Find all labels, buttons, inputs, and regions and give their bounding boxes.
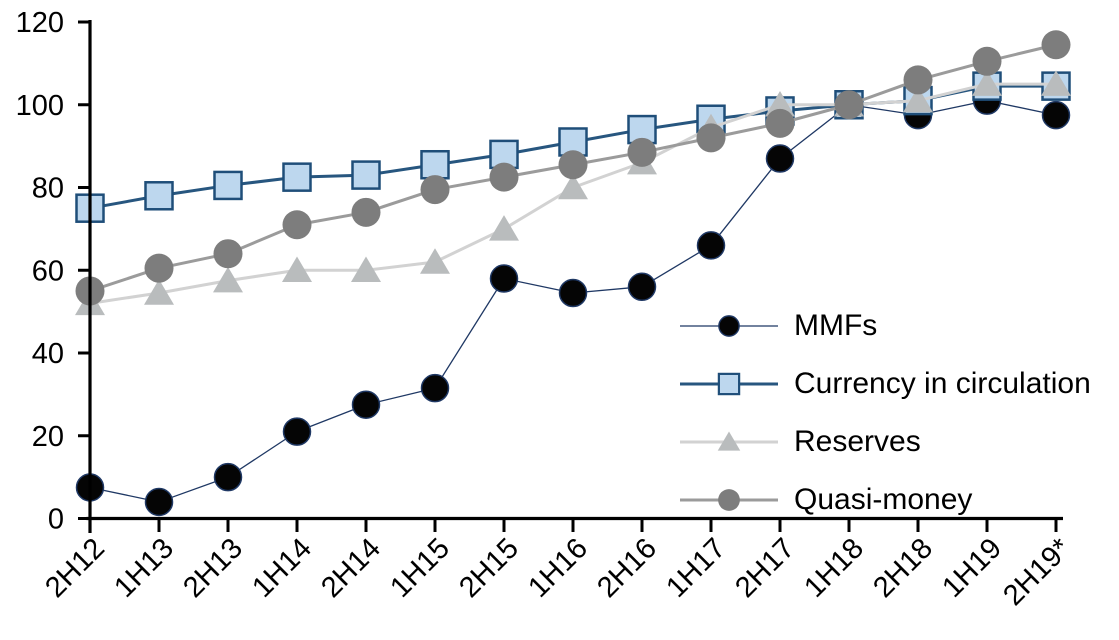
svg-text:2H14: 2H14: [315, 532, 387, 604]
svg-text:2H17: 2H17: [729, 532, 801, 604]
legend: MMFs Currency in circulation Reserves Qu…: [678, 297, 1091, 529]
legend-item-quasi-money: Quasi-money: [678, 471, 1091, 529]
svg-text:120: 120: [16, 7, 64, 39]
svg-text:1H15: 1H15: [384, 532, 456, 604]
svg-text:40: 40: [32, 338, 64, 370]
legend-label: Quasi-money: [794, 483, 973, 516]
svg-text:60: 60: [32, 255, 64, 287]
svg-text:2H19*: 2H19*: [997, 532, 1077, 612]
svg-text:2H13: 2H13: [177, 532, 249, 604]
svg-text:0: 0: [48, 504, 64, 536]
legend-item-mmfs: MMFs: [678, 297, 1091, 355]
svg-text:20: 20: [32, 421, 64, 453]
quasi-money-marker-icon: [680, 489, 778, 511]
series-3: [75, 30, 1071, 306]
svg-text:1H18: 1H18: [798, 532, 870, 604]
svg-text:100: 100: [16, 90, 64, 122]
svg-text:1H17: 1H17: [660, 532, 732, 604]
svg-text:1H13: 1H13: [108, 532, 180, 604]
currency-marker-icon: [680, 372, 778, 396]
legend-label: Currency in circulation: [794, 367, 1091, 400]
svg-text:2H15: 2H15: [453, 532, 525, 604]
reserves-marker-icon: [680, 431, 778, 451]
svg-text:2H18: 2H18: [867, 532, 939, 604]
svg-text:80: 80: [32, 173, 64, 205]
mmfs-marker-icon: [680, 315, 778, 337]
svg-text:2H12: 2H12: [39, 532, 111, 604]
svg-text:1H19: 1H19: [936, 532, 1008, 604]
svg-text:2H16: 2H16: [591, 532, 663, 604]
svg-text:1H14: 1H14: [246, 532, 318, 604]
legend-label: Reserves: [794, 425, 921, 458]
legend-item-currency-in-circulation: Currency in circulation: [678, 355, 1091, 413]
series-group: [75, 30, 1071, 517]
legend-label: MMFs: [794, 309, 878, 342]
svg-text:1H16: 1H16: [522, 532, 594, 604]
legend-item-reserves: Reserves: [678, 413, 1091, 471]
